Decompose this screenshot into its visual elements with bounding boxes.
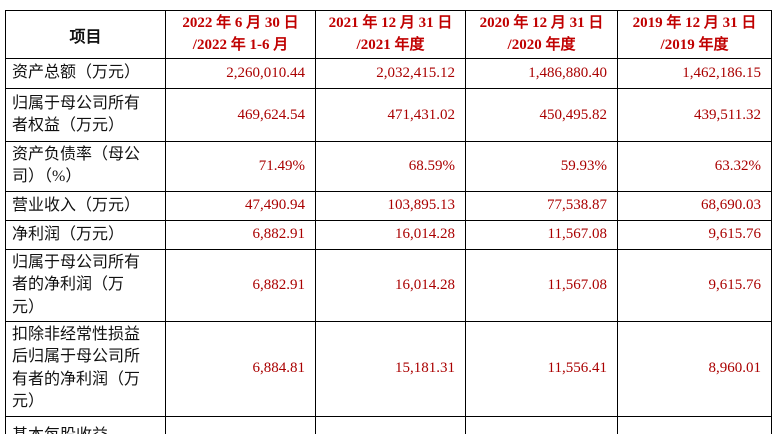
cell-value: 11,567.08 — [465, 248, 618, 322]
financial-summary-table: 项目 2022 年 6 月 30 日 /2022 年 1-6 月 2021 年 … — [5, 10, 772, 434]
table-row-basic-eps: 基本每股收益 — [5, 415, 772, 434]
cell-value: 11,567.08 — [465, 219, 618, 250]
row-label: 净利润（万元） — [5, 219, 166, 250]
cell-value: 77,538.87 — [465, 190, 618, 221]
cell-value — [165, 415, 316, 434]
cell-value: 469,624.54 — [165, 88, 316, 142]
cell-value: 6,882.91 — [165, 219, 316, 250]
cell-value: 450,495.82 — [465, 88, 618, 142]
cell-value: 9,615.76 — [617, 219, 772, 250]
cell-value: 103,895.13 — [315, 190, 466, 221]
cell-value: 6,884.81 — [165, 320, 316, 417]
cell-value: 16,014.28 — [315, 248, 466, 322]
cell-value: 1,462,186.15 — [617, 58, 772, 89]
cell-value: 2,032,415.12 — [315, 58, 466, 89]
cell-value: 68.59% — [315, 141, 466, 192]
table-row-debt-ratio: 资产负债率（母公 司）（%） 71.49% 68.59% 59.93% 63.3… — [5, 141, 772, 192]
table-row-revenue: 营业收入（万元） 47,490.94 103,895.13 77,538.87 … — [5, 190, 772, 221]
table-row-net-profit: 净利润（万元） 6,882.91 16,014.28 11,567.08 9,6… — [5, 219, 772, 250]
row-label: 基本每股收益 — [5, 415, 166, 434]
row-label: 资产总额（万元） — [5, 58, 166, 89]
header-period-2021: 2021 年 12 月 31 日 /2021 年度 — [315, 10, 466, 59]
cell-value: 11,556.41 — [465, 320, 618, 417]
table-row-parent-net-profit: 归属于母公司所有 者的净利润（万 元） 6,882.91 16,014.28 1… — [5, 248, 772, 322]
row-label: 营业收入（万元） — [5, 190, 166, 221]
cell-value — [465, 415, 618, 434]
cell-value: 6,882.91 — [165, 248, 316, 322]
cell-value: 16,014.28 — [315, 219, 466, 250]
table-row-total-assets: 资产总额（万元） 2,260,010.44 2,032,415.12 1,486… — [5, 58, 772, 89]
header-period-2020: 2020 年 12 月 31 日 /2020 年度 — [465, 10, 618, 59]
cell-value — [315, 415, 466, 434]
cell-value: 2,260,010.44 — [165, 58, 316, 89]
cell-value: 63.32% — [617, 141, 772, 192]
cell-value: 1,486,880.40 — [465, 58, 618, 89]
header-period-2019: 2019 年 12 月 31 日 /2019 年度 — [617, 10, 772, 59]
cell-value: 439,511.32 — [617, 88, 772, 142]
table-header-row: 项目 2022 年 6 月 30 日 /2022 年 1-6 月 2021 年 … — [5, 10, 772, 59]
cell-value: 68,690.03 — [617, 190, 772, 221]
cell-value: 15,181.31 — [315, 320, 466, 417]
row-label: 归属于母公司所有 者权益（万元） — [5, 88, 166, 142]
cell-value: 47,490.94 — [165, 190, 316, 221]
table-row-deducted-net-profit: 扣除非经常性损益 后归属于母公司所 有者的净利润（万 元） 6,884.81 1… — [5, 320, 772, 417]
row-label: 资产负债率（母公 司）（%） — [5, 141, 166, 192]
cell-value: 59.93% — [465, 141, 618, 192]
header-item: 项目 — [5, 10, 166, 59]
cell-value: 8,960.01 — [617, 320, 772, 417]
cell-value: 71.49% — [165, 141, 316, 192]
cell-value: 471,431.02 — [315, 88, 466, 142]
table-row-parent-equity: 归属于母公司所有 者权益（万元） 469,624.54 471,431.02 4… — [5, 88, 772, 142]
cell-value — [617, 415, 772, 434]
row-label: 扣除非经常性损益 后归属于母公司所 有者的净利润（万 元） — [5, 320, 166, 417]
cell-value: 9,615.76 — [617, 248, 772, 322]
row-label: 归属于母公司所有 者的净利润（万 元） — [5, 248, 166, 322]
header-period-2022: 2022 年 6 月 30 日 /2022 年 1-6 月 — [165, 10, 316, 59]
